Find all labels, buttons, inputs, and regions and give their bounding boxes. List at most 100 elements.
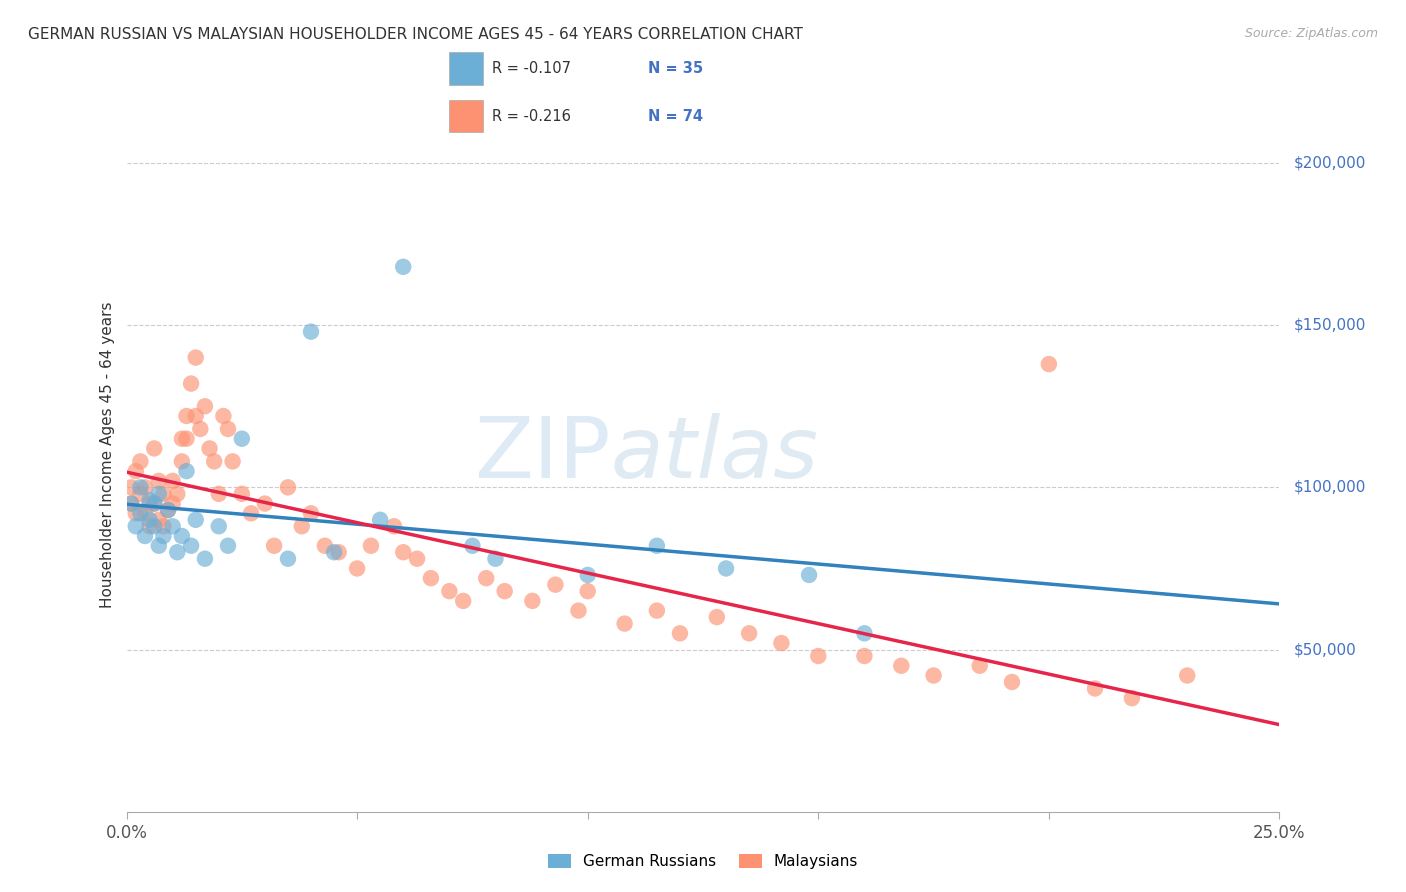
Point <box>188 422 211 436</box>
Point <box>176 464 198 478</box>
Point <box>184 513 207 527</box>
Point <box>231 487 253 501</box>
Point <box>368 513 391 527</box>
FancyBboxPatch shape <box>450 53 482 86</box>
Point <box>484 551 506 566</box>
Legend: German Russians, Malaysians: German Russians, Malaysians <box>541 848 865 875</box>
Point <box>129 487 152 501</box>
Point <box>198 442 221 456</box>
Point <box>166 545 188 559</box>
Text: $100,000: $100,000 <box>1294 480 1365 495</box>
Point <box>277 480 299 494</box>
Point <box>157 503 180 517</box>
Text: $150,000: $150,000 <box>1294 318 1365 333</box>
Point <box>120 480 142 494</box>
Point <box>419 571 441 585</box>
Point <box>544 577 567 591</box>
Point <box>346 561 368 575</box>
Point <box>890 658 912 673</box>
Point <box>299 506 322 520</box>
Point <box>138 513 160 527</box>
Point <box>162 474 184 488</box>
Point <box>314 539 336 553</box>
Point <box>1084 681 1107 696</box>
Point <box>231 432 253 446</box>
Point <box>323 545 346 559</box>
Point <box>797 568 820 582</box>
Point <box>157 503 180 517</box>
Point <box>1001 675 1024 690</box>
Point <box>208 519 231 533</box>
Point <box>217 539 239 553</box>
Point <box>148 539 170 553</box>
Point <box>576 568 599 582</box>
Point <box>706 610 728 624</box>
Text: N = 35: N = 35 <box>648 62 703 77</box>
Point <box>645 604 668 618</box>
Point <box>194 551 217 566</box>
Point <box>291 519 314 533</box>
Point <box>120 497 142 511</box>
Point <box>170 454 193 468</box>
Point <box>129 454 152 468</box>
Point <box>138 519 160 533</box>
Point <box>770 636 793 650</box>
Point <box>576 584 599 599</box>
Point <box>176 409 198 423</box>
Point <box>969 658 991 673</box>
Point <box>212 409 235 423</box>
Point <box>253 497 276 511</box>
Text: atlas: atlas <box>610 413 818 497</box>
Point <box>152 519 174 533</box>
Point <box>1121 691 1143 706</box>
Point <box>134 506 156 520</box>
Point <box>143 519 166 533</box>
Point <box>152 529 174 543</box>
Point <box>853 626 876 640</box>
Point <box>807 648 830 663</box>
Point <box>240 506 263 520</box>
Point <box>451 594 474 608</box>
Point <box>134 480 156 494</box>
Text: $200,000: $200,000 <box>1294 155 1365 170</box>
Point <box>494 584 516 599</box>
Point <box>208 487 231 501</box>
Point <box>152 487 174 501</box>
Point <box>162 497 184 511</box>
Text: GERMAN RUSSIAN VS MALAYSIAN HOUSEHOLDER INCOME AGES 45 - 64 YEARS CORRELATION CH: GERMAN RUSSIAN VS MALAYSIAN HOUSEHOLDER … <box>28 27 803 42</box>
Point <box>217 422 239 436</box>
Point <box>143 497 166 511</box>
Point <box>439 584 461 599</box>
Point <box>184 351 207 365</box>
Point <box>853 648 876 663</box>
Point <box>738 626 761 640</box>
Point <box>120 497 142 511</box>
Point <box>461 539 484 553</box>
Point <box>148 513 170 527</box>
Point <box>922 668 945 682</box>
Point <box>180 376 202 391</box>
Point <box>170 432 193 446</box>
FancyBboxPatch shape <box>450 100 482 132</box>
Point <box>202 454 225 468</box>
Point <box>613 616 636 631</box>
Point <box>166 487 188 501</box>
Point <box>129 480 152 494</box>
Point <box>1175 668 1198 682</box>
Point <box>138 497 160 511</box>
Point <box>221 454 243 468</box>
Point <box>392 260 415 274</box>
Point <box>1038 357 1060 371</box>
Point <box>714 561 737 575</box>
Point <box>148 487 170 501</box>
Point <box>162 519 184 533</box>
Text: N = 74: N = 74 <box>648 109 703 124</box>
Point <box>645 539 668 553</box>
Point <box>148 474 170 488</box>
Point <box>406 551 429 566</box>
Point <box>176 432 198 446</box>
Point <box>299 325 322 339</box>
Point <box>567 604 589 618</box>
Point <box>125 464 148 478</box>
Point <box>129 506 152 520</box>
